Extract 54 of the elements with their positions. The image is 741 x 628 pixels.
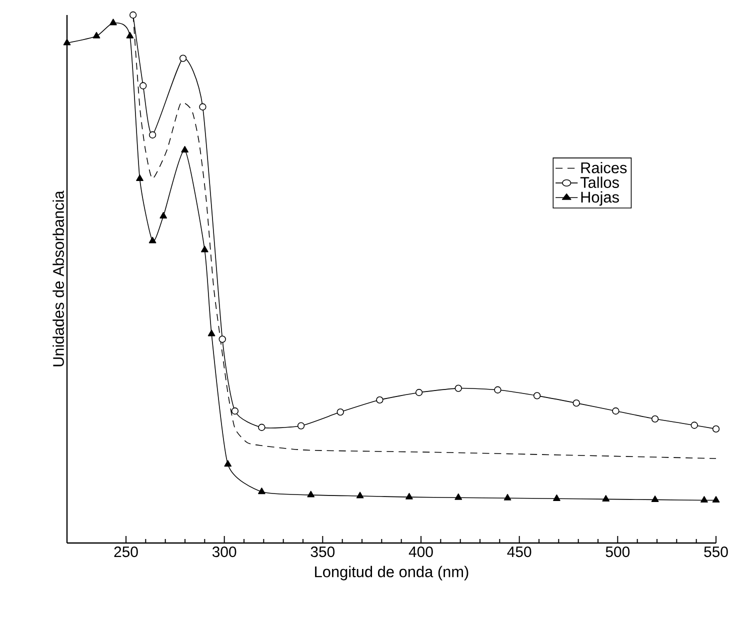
point	[690, 422, 698, 429]
point	[231, 407, 239, 415]
point	[336, 408, 344, 416]
point	[63, 38, 71, 46]
x-tick-label: 550	[704, 546, 728, 558]
point	[208, 330, 216, 336]
legend-label: Hojas	[581, 191, 619, 206]
point	[140, 82, 147, 90]
x-tick-label: 450	[507, 546, 532, 558]
point	[612, 407, 620, 415]
point	[700, 496, 708, 503]
point	[148, 236, 156, 244]
x-tick-label: 300	[212, 546, 236, 558]
point	[712, 425, 720, 433]
x-tick-label: 250	[114, 546, 138, 558]
x-axis-title: Longitud de onda (nm)	[315, 566, 468, 580]
point	[199, 103, 206, 110]
point	[553, 494, 560, 501]
point	[356, 492, 364, 498]
point	[297, 422, 305, 430]
x-tick-label: 350	[310, 546, 335, 558]
point	[504, 494, 512, 500]
point	[572, 399, 580, 407]
point	[179, 54, 187, 62]
point	[307, 490, 315, 498]
point	[200, 246, 208, 252]
point	[376, 396, 384, 404]
point	[494, 386, 502, 394]
point	[651, 496, 659, 502]
point	[160, 212, 168, 218]
legend-label: Raices	[581, 162, 627, 174]
point	[406, 492, 413, 500]
point	[136, 174, 144, 181]
point	[651, 415, 659, 423]
x-tick-label: 400	[408, 546, 433, 558]
point	[712, 496, 720, 503]
point	[258, 424, 266, 431]
point	[602, 494, 610, 502]
point	[129, 11, 137, 19]
x-tick-label: 500	[606, 546, 630, 558]
point	[415, 388, 423, 396]
point	[148, 131, 156, 138]
point	[126, 32, 134, 38]
point	[454, 384, 462, 392]
point	[454, 493, 462, 500]
point	[181, 146, 188, 152]
point	[110, 18, 117, 26]
point	[92, 32, 100, 38]
y-axis-title: Unidades de Absorbancia	[52, 190, 64, 366]
point	[224, 460, 232, 467]
point	[218, 336, 226, 343]
legend-label: Tallos	[580, 176, 619, 188]
point	[258, 488, 266, 494]
point	[533, 392, 541, 400]
